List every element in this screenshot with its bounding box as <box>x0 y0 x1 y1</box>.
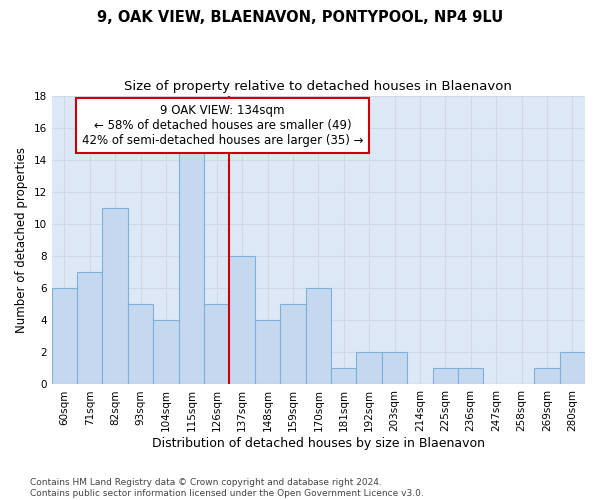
Bar <box>52 288 77 384</box>
Bar <box>280 304 305 384</box>
Y-axis label: Number of detached properties: Number of detached properties <box>15 147 28 333</box>
Text: 9 OAK VIEW: 134sqm
← 58% of detached houses are smaller (49)
42% of semi-detache: 9 OAK VIEW: 134sqm ← 58% of detached hou… <box>82 104 363 147</box>
Bar <box>204 304 229 384</box>
Bar <box>153 320 179 384</box>
Bar <box>305 288 331 384</box>
X-axis label: Distribution of detached houses by size in Blaenavon: Distribution of detached houses by size … <box>152 437 485 450</box>
Bar <box>433 368 458 384</box>
Bar <box>255 320 280 384</box>
Bar <box>534 368 560 384</box>
Text: 9, OAK VIEW, BLAENAVON, PONTYPOOL, NP4 9LU: 9, OAK VIEW, BLAENAVON, PONTYPOOL, NP4 9… <box>97 10 503 25</box>
Bar <box>229 256 255 384</box>
Bar <box>77 272 103 384</box>
Text: Contains HM Land Registry data © Crown copyright and database right 2024.
Contai: Contains HM Land Registry data © Crown c… <box>30 478 424 498</box>
Bar <box>356 352 382 384</box>
Bar <box>103 208 128 384</box>
Bar <box>179 144 204 384</box>
Bar <box>331 368 356 384</box>
Bar <box>128 304 153 384</box>
Bar <box>458 368 484 384</box>
Bar <box>382 352 407 384</box>
Title: Size of property relative to detached houses in Blaenavon: Size of property relative to detached ho… <box>124 80 512 93</box>
Bar <box>560 352 585 384</box>
